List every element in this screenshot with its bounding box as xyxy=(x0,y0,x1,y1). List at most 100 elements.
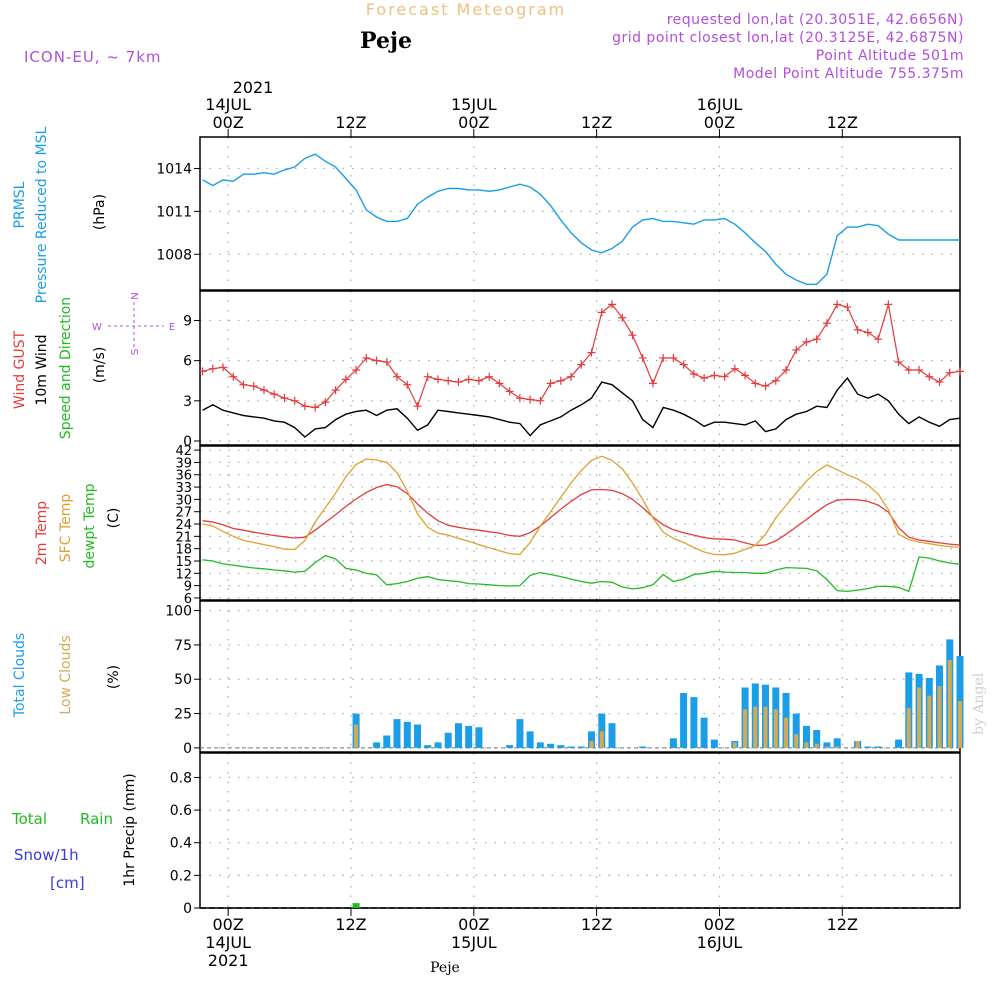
total-cloud-bar-34 xyxy=(547,743,555,748)
gust-marker-6 xyxy=(259,386,268,395)
total-cloud-bar-68 xyxy=(895,739,903,748)
gust-marker-62 xyxy=(833,300,842,309)
low-cloud-bar-54 xyxy=(753,706,758,748)
gust-marker-20 xyxy=(403,380,412,389)
low-cloud-bar-58 xyxy=(794,734,799,748)
xtick-bot-date-4: 16JUL xyxy=(697,933,743,952)
ytick-label-precip-0: 0 xyxy=(183,901,192,917)
rain-bar-0 xyxy=(352,903,360,908)
total-cloud-bar-33 xyxy=(536,742,544,748)
gust-marker-11 xyxy=(311,403,320,412)
low-cloud-bar-62 xyxy=(835,746,840,748)
total-cloud-bar-66 xyxy=(874,746,882,748)
gust-marker-53 xyxy=(741,371,750,380)
gust-marker-15 xyxy=(352,366,361,375)
total-cloud-bar-26 xyxy=(465,725,473,748)
low-cloud-bar-73 xyxy=(947,660,952,748)
ytick-label-temp-12: 42 xyxy=(175,444,192,459)
low-cloud-bar-38 xyxy=(589,741,594,748)
ytick-label-temp-4: 18 xyxy=(175,543,192,558)
xtick-top-label-1: 12Z xyxy=(335,113,366,132)
low-cloud-bar-52 xyxy=(732,742,737,748)
precip-axis-label: 1hr Precip (mm) xyxy=(122,773,138,886)
gust-marker-60 xyxy=(812,335,821,344)
compass-rose: N S W E xyxy=(92,292,175,355)
gust-marker-37 xyxy=(577,360,586,369)
clouds-unit: (%) xyxy=(106,665,122,689)
xtick-top-label-2: 00Z xyxy=(458,113,489,132)
gust-marker-31 xyxy=(515,394,524,403)
total-cloud-bar-18 xyxy=(383,735,391,748)
ytick-label-temp-9: 33 xyxy=(175,481,192,496)
snow-label: Snow/1h xyxy=(14,846,79,864)
series-2m-temp xyxy=(202,483,961,547)
snow-unit: [cm] xyxy=(50,874,85,892)
total-cloud-bar-43 xyxy=(639,746,647,748)
footer-location: Peje xyxy=(430,960,460,976)
ytick-label-pressure-0: 1008 xyxy=(156,247,192,263)
low-cloud-bar-59 xyxy=(804,742,809,748)
gust-marker-0 xyxy=(198,367,207,376)
ytick-label-clouds-4: 100 xyxy=(165,604,192,620)
panel-frame-precip xyxy=(199,752,961,909)
gust-marker-66 xyxy=(874,335,883,344)
gust-marker-55 xyxy=(761,382,770,391)
gust-marker-74 xyxy=(956,367,964,376)
ytick-label-temp-5: 21 xyxy=(175,530,192,545)
xtick-bot-label-2: 00Z xyxy=(458,915,489,934)
gust-marker-70 xyxy=(915,366,924,375)
model-altitude: Model Point Altitude 755.375m xyxy=(733,66,964,82)
series-dewpt-temp xyxy=(202,554,961,593)
series-prmsl xyxy=(202,153,960,285)
gust-marker-24 xyxy=(444,376,453,385)
xtick-bot-label-4: 00Z xyxy=(704,915,735,934)
ytick-label-clouds-3: 75 xyxy=(174,638,192,654)
wind-unit: (m/s) xyxy=(92,347,108,384)
chart-title: Forecast Meteogram xyxy=(366,0,566,19)
xtick-top-label-0: 00Z xyxy=(212,113,243,132)
gust-marker-7 xyxy=(270,390,279,399)
gust-marker-23 xyxy=(433,375,442,384)
gust-marker-34 xyxy=(546,379,555,388)
ytick-label-pressure-1: 1011 xyxy=(156,204,192,220)
watermark: by Angel xyxy=(971,672,987,735)
ytick-label-wind-2: 6 xyxy=(183,354,192,370)
total-cloud-bar-59 xyxy=(803,725,810,748)
total-cloud-bar-61 xyxy=(823,742,831,748)
top-year: 2021 xyxy=(233,78,274,97)
xtick-top-date-4: 16JUL xyxy=(697,95,743,114)
gust-marker-28 xyxy=(485,372,494,381)
total-cloud-bar-30 xyxy=(506,745,514,748)
xtick-bot-label-5: 12Z xyxy=(827,915,858,934)
pressure-unit: (hPa) xyxy=(92,194,108,230)
total-cloud-bar-21 xyxy=(414,724,421,748)
location-title: Peje xyxy=(360,28,412,54)
xtick-bot-label-1: 12Z xyxy=(335,915,366,934)
total-cloud-bar-36 xyxy=(567,746,575,748)
gust-marker-72 xyxy=(935,378,944,387)
low-cloud-bar-70 xyxy=(917,687,922,748)
low-cloud-bar-60 xyxy=(814,743,819,748)
gust-marker-8 xyxy=(280,394,289,403)
gridpoint-coords: grid point closest lon,lat (20.3125E, 42… xyxy=(612,30,964,46)
gust-marker-58 xyxy=(792,345,801,354)
t2m-label: 2m Temp xyxy=(34,501,50,565)
compass-s: S xyxy=(130,349,141,355)
gust-marker-40 xyxy=(607,300,616,309)
ytick-label-temp-0: 6 xyxy=(184,592,192,607)
ytick-label-clouds-1: 25 xyxy=(174,707,192,723)
total-cloud-bar-19 xyxy=(393,719,401,748)
rain-label-b: Rain xyxy=(80,810,113,828)
total-cloud-bar-32 xyxy=(526,731,534,748)
gust-marker-43 xyxy=(638,353,647,362)
ytick-label-precip-3: 0.6 xyxy=(170,803,192,819)
gust-marker-39 xyxy=(597,308,606,317)
low-cloud-bar-64 xyxy=(855,741,860,748)
gust-marker-56 xyxy=(771,376,780,385)
ytick-label-precip-1: 0.2 xyxy=(170,868,192,884)
gust-marker-47 xyxy=(679,360,688,369)
gust-marker-13 xyxy=(331,386,340,395)
xtick-top-date-2: 15JUL xyxy=(451,95,497,114)
gust-marker-65 xyxy=(863,328,872,337)
point-altitude: Point Altitude 501m xyxy=(816,48,964,64)
